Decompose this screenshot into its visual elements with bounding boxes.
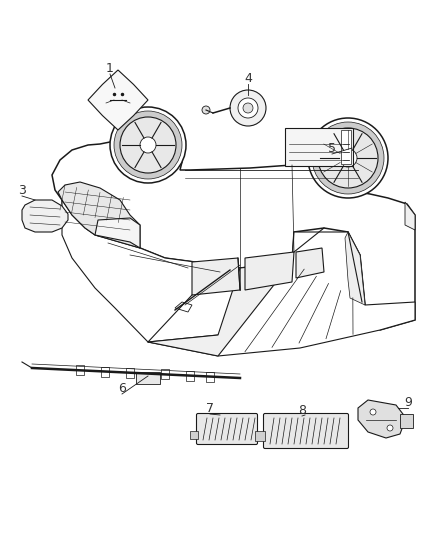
Circle shape (114, 111, 182, 179)
Bar (206, 372, 214, 382)
Polygon shape (148, 262, 292, 356)
Text: 5: 5 (328, 141, 336, 155)
Bar (76, 365, 84, 375)
Polygon shape (148, 232, 415, 356)
Polygon shape (345, 232, 365, 305)
FancyBboxPatch shape (197, 414, 258, 445)
Circle shape (308, 118, 388, 198)
Bar (190, 431, 198, 439)
Polygon shape (175, 302, 192, 312)
Text: 6: 6 (118, 382, 126, 394)
Circle shape (238, 98, 258, 118)
Circle shape (202, 106, 210, 114)
Bar (161, 369, 169, 379)
Circle shape (140, 137, 156, 153)
Bar (186, 370, 194, 381)
Circle shape (120, 117, 176, 173)
Text: 9: 9 (404, 395, 412, 408)
Polygon shape (192, 258, 240, 295)
Bar (101, 367, 109, 376)
Circle shape (387, 425, 393, 431)
Text: 8: 8 (298, 403, 306, 416)
Polygon shape (52, 128, 415, 330)
Text: 1: 1 (106, 61, 114, 75)
Text: 3: 3 (18, 183, 26, 197)
Polygon shape (400, 414, 413, 428)
Circle shape (318, 128, 378, 188)
Polygon shape (95, 218, 140, 248)
Circle shape (370, 409, 376, 415)
FancyBboxPatch shape (264, 414, 349, 448)
Polygon shape (58, 182, 140, 248)
Circle shape (312, 122, 384, 194)
Circle shape (339, 149, 357, 167)
Circle shape (243, 103, 253, 113)
Polygon shape (405, 202, 415, 230)
Text: 7: 7 (206, 401, 214, 415)
Polygon shape (62, 200, 285, 342)
Text: 4: 4 (244, 71, 252, 85)
FancyBboxPatch shape (136, 372, 160, 384)
Polygon shape (22, 200, 68, 232)
Polygon shape (358, 400, 406, 438)
Polygon shape (88, 70, 148, 130)
Bar (255, 431, 265, 441)
Polygon shape (245, 252, 294, 290)
Circle shape (230, 90, 266, 126)
Bar (126, 368, 134, 378)
FancyBboxPatch shape (285, 128, 353, 166)
Polygon shape (296, 248, 324, 278)
Circle shape (110, 107, 186, 183)
Bar (341, 130, 351, 164)
